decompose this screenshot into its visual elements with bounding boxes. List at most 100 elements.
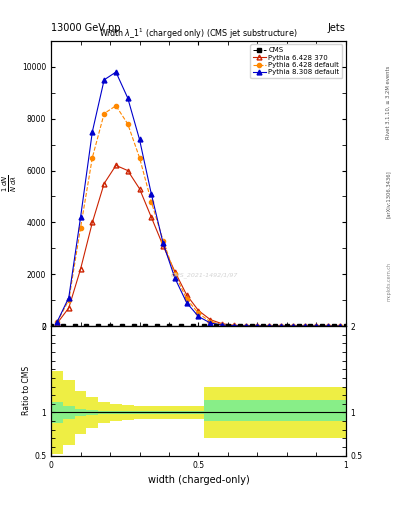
Pythia 6.428 default [149,199,154,205]
Pythia 6.428 default [196,310,201,316]
Pythia 6.428 default [255,323,260,329]
CMS [72,323,77,329]
CMS [226,323,230,329]
CMS [343,323,348,329]
Pythia 8.308 default [161,240,165,246]
CMS [108,323,112,329]
Pythia 6.428 370 [66,305,71,311]
CMS [249,323,254,329]
Pythia 8.308 default [125,95,130,101]
Text: Jets: Jets [328,23,346,33]
Pythia 8.308 default [279,323,283,329]
Pythia 6.428 default [314,323,319,329]
Line: Pythia 8.308 default: Pythia 8.308 default [55,70,342,329]
CMS [237,323,242,329]
Pythia 8.308 default [338,323,342,329]
Pythia 6.428 370 [149,214,154,220]
Pythia 6.428 default [173,271,177,278]
CMS [202,323,207,329]
Pythia 6.428 default [279,323,283,329]
Pythia 6.428 370 [338,323,342,329]
Pythia 6.428 370 [267,323,272,329]
Pythia 8.308 default [314,323,319,329]
CMS [273,323,277,329]
Pythia 8.308 default [55,319,59,325]
CMS [84,323,89,329]
CMS [320,323,325,329]
Text: [arXiv:1306.3436]: [arXiv:1306.3436] [386,170,391,219]
Pythia 6.428 370 [231,322,236,328]
CMS [49,323,53,329]
Pythia 6.428 default [114,103,118,109]
Pythia 6.428 370 [55,321,59,327]
Pythia 6.428 default [267,323,272,329]
Pythia 8.308 default [231,323,236,329]
CMS [285,323,289,329]
Pythia 6.428 default [243,323,248,329]
Pythia 6.428 370 [255,323,260,329]
Text: Rivet 3.1.10, ≥ 3.2M events: Rivet 3.1.10, ≥ 3.2M events [386,66,391,139]
Pythia 6.428 default [184,296,189,302]
CMS [96,323,101,329]
Pythia 8.308 default [196,313,201,319]
Y-axis label: $\frac{1}{N}\frac{dN}{d\lambda}$: $\frac{1}{N}\frac{dN}{d\lambda}$ [1,175,19,193]
Pythia 8.308 default [184,300,189,306]
Pythia 8.308 default [114,69,118,75]
X-axis label: width (charged-only): width (charged-only) [148,475,249,485]
CMS [308,323,313,329]
Pythia 8.308 default [66,294,71,301]
Pythia 6.428 370 [102,180,107,186]
Pythia 6.428 370 [173,269,177,275]
Pythia 8.308 default [220,322,224,328]
Pythia 8.308 default [149,191,154,197]
Line: Pythia 6.428 370: Pythia 6.428 370 [55,163,342,329]
Pythia 8.308 default [267,323,272,329]
Pythia 6.428 370 [161,243,165,249]
Pythia 6.428 default [125,121,130,127]
Pythia 6.428 default [137,155,142,161]
CMS [261,323,266,329]
Pythia 6.428 default [161,238,165,244]
Pythia 6.428 370 [243,323,248,329]
CMS [167,323,171,329]
CMS [332,323,336,329]
CMS [190,323,195,329]
CMS [178,323,183,329]
Pythia 8.308 default [290,323,295,329]
Pythia 8.308 default [78,214,83,220]
Pythia 6.428 370 [302,323,307,329]
Text: mcplots.cern.ch: mcplots.cern.ch [386,262,391,301]
CMS [155,323,160,329]
Text: 13000 GeV pp: 13000 GeV pp [51,23,121,33]
Pythia 6.428 370 [184,292,189,298]
Pythia 8.308 default [302,323,307,329]
Pythia 8.308 default [208,320,213,326]
Pythia 6.428 370 [220,321,224,327]
Line: Pythia 6.428 default: Pythia 6.428 default [55,103,342,328]
Pythia 8.308 default [326,323,331,329]
Pythia 6.428 default [220,322,224,328]
CMS [131,323,136,329]
Pythia 8.308 default [173,275,177,281]
Pythia 6.428 370 [290,323,295,329]
Pythia 6.428 370 [90,219,95,225]
Text: CMS_2021-1492/1/97: CMS_2021-1492/1/97 [171,272,238,278]
Pythia 6.428 370 [208,316,213,323]
CMS [143,323,148,329]
CMS [214,323,219,329]
Pythia 6.428 default [78,224,83,230]
Pythia 6.428 370 [314,323,319,329]
CMS [296,323,301,329]
Pythia 6.428 default [231,323,236,329]
Pythia 6.428 default [102,111,107,117]
Pythia 6.428 370 [125,167,130,174]
Pythia 6.428 default [326,323,331,329]
Pythia 8.308 default [243,323,248,329]
Pythia 6.428 370 [114,162,118,168]
Pythia 6.428 default [302,323,307,329]
Pythia 6.428 default [90,155,95,161]
Pythia 6.428 default [55,319,59,325]
Pythia 6.428 default [208,318,213,325]
Pythia 8.308 default [137,136,142,142]
Y-axis label: Ratio to CMS: Ratio to CMS [22,366,31,415]
